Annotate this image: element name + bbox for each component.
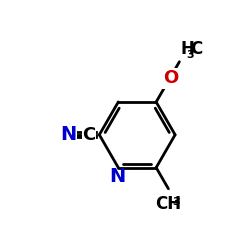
Text: C: C bbox=[82, 126, 96, 144]
Text: 3: 3 bbox=[173, 196, 180, 206]
Text: C: C bbox=[190, 40, 202, 58]
Text: N: N bbox=[61, 125, 77, 144]
Text: CH: CH bbox=[156, 195, 182, 213]
Text: 3: 3 bbox=[187, 50, 194, 60]
Text: N: N bbox=[109, 168, 126, 186]
Text: H: H bbox=[181, 40, 195, 58]
Text: O: O bbox=[163, 69, 178, 87]
